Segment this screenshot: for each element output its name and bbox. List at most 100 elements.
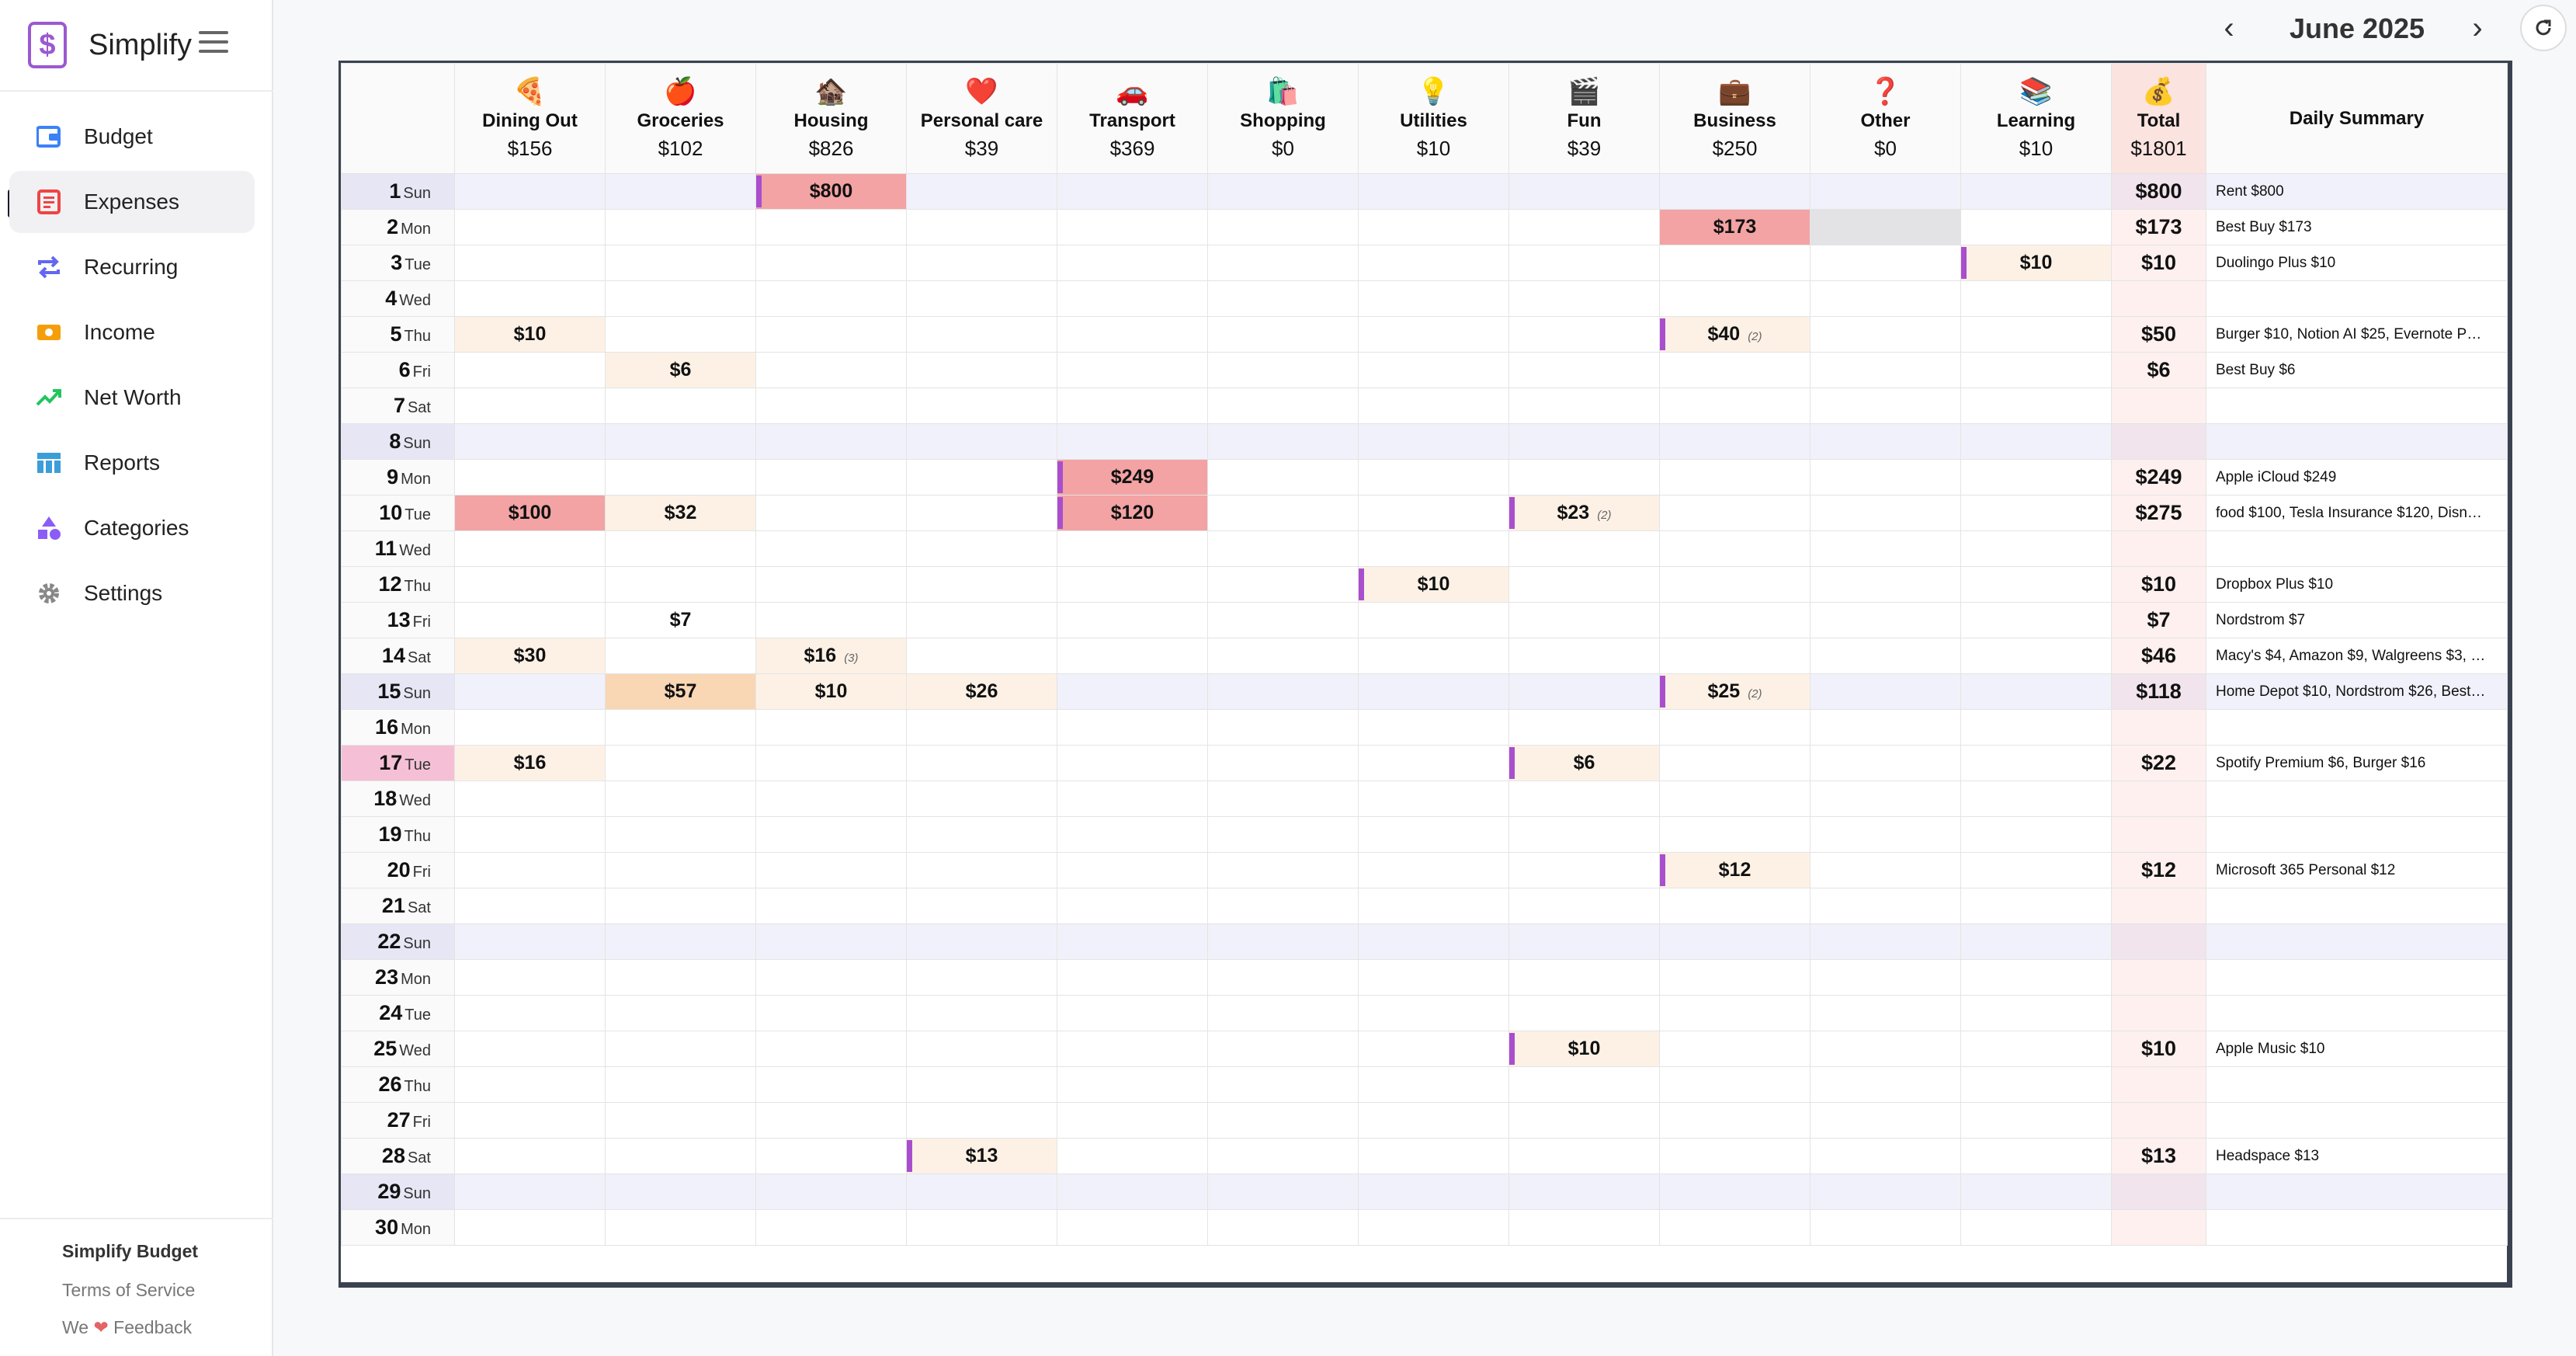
expense-cell[interactable]	[1358, 852, 1509, 888]
expense-cell[interactable]	[1207, 816, 1359, 853]
expense-cell[interactable]	[605, 1066, 756, 1103]
expense-cell[interactable]	[1057, 209, 1208, 245]
expense-cell[interactable]	[1207, 530, 1359, 567]
expense-cell[interactable]	[1810, 423, 1961, 460]
expense-cell[interactable]	[1810, 1102, 1961, 1139]
expense-cell[interactable]	[1810, 245, 1961, 281]
expense-cell[interactable]	[755, 530, 907, 567]
expense-cell[interactable]	[1810, 745, 1961, 781]
expense-cell[interactable]	[1659, 888, 1810, 924]
expense-cell[interactable]	[1057, 638, 1208, 674]
expense-cell[interactable]	[1358, 638, 1509, 674]
expense-cell[interactable]	[454, 673, 606, 710]
expense-cell[interactable]	[1057, 316, 1208, 353]
expense-cell[interactable]	[1057, 280, 1208, 317]
column-header-fun[interactable]: 🎬 Fun $39	[1508, 63, 1660, 174]
expense-cell[interactable]	[1659, 1066, 1810, 1103]
expense-cell[interactable]	[1508, 709, 1660, 746]
expense-cell[interactable]	[755, 1031, 907, 1067]
nav-item-income[interactable]: Income	[9, 301, 255, 363]
expense-cell[interactable]	[454, 923, 606, 960]
expense-cell[interactable]	[1057, 352, 1208, 388]
expense-cell[interactable]	[1057, 781, 1208, 817]
expense-cell[interactable]	[1358, 959, 1509, 996]
expense-cell[interactable]	[605, 816, 756, 853]
expense-cell[interactable]	[755, 602, 907, 638]
expense-cell[interactable]	[1207, 888, 1359, 924]
nav-item-settings[interactable]: Settings	[9, 562, 255, 624]
expense-cell[interactable]	[906, 530, 1057, 567]
expense-cell[interactable]	[605, 316, 756, 353]
expense-cell[interactable]	[755, 1102, 907, 1139]
expense-cell[interactable]: $10	[1960, 245, 2112, 281]
expense-cell[interactable]	[906, 459, 1057, 495]
expense-cell[interactable]	[454, 1066, 606, 1103]
expense-cell[interactable]	[1358, 352, 1509, 388]
nav-item-reports[interactable]: Reports	[9, 432, 255, 494]
expense-cell[interactable]	[1508, 923, 1660, 960]
expense-cell[interactable]	[1659, 1031, 1810, 1067]
expense-cell[interactable]	[1358, 388, 1509, 424]
expense-cell[interactable]	[1960, 459, 2112, 495]
expense-cell[interactable]: $23 (2)	[1508, 495, 1660, 531]
expense-cell[interactable]	[454, 209, 606, 245]
expense-cell[interactable]: $120	[1057, 495, 1208, 531]
expense-cell[interactable]	[605, 923, 756, 960]
expense-cell[interactable]	[1960, 995, 2112, 1031]
expense-cell[interactable]	[1810, 352, 1961, 388]
column-header-dining-out[interactable]: 🍕 Dining Out $156	[454, 63, 606, 174]
expense-cell[interactable]	[1810, 1138, 1961, 1174]
expense-cell[interactable]	[1659, 245, 1810, 281]
expense-cell[interactable]	[1810, 495, 1961, 531]
expense-cell[interactable]: $12	[1659, 852, 1810, 888]
expense-cell[interactable]	[1810, 852, 1961, 888]
expense-cell[interactable]	[1659, 566, 1810, 603]
expense-cell[interactable]	[605, 888, 756, 924]
expense-cell[interactable]	[605, 1031, 756, 1067]
expense-cell[interactable]	[755, 816, 907, 853]
expense-cell[interactable]	[1358, 530, 1509, 567]
expense-cell[interactable]	[1508, 245, 1660, 281]
expense-cell[interactable]	[1358, 209, 1509, 245]
expense-cell[interactable]	[1207, 852, 1359, 888]
expense-cell[interactable]	[605, 423, 756, 460]
expense-cell[interactable]	[1960, 852, 2112, 888]
expense-cell[interactable]	[1508, 638, 1660, 674]
expense-cell[interactable]	[906, 352, 1057, 388]
expense-cell[interactable]	[1057, 245, 1208, 281]
expense-cell[interactable]	[755, 1066, 907, 1103]
expense-cell[interactable]	[1960, 816, 2112, 853]
expense-cell[interactable]	[906, 888, 1057, 924]
expense-cell[interactable]: $30	[454, 638, 606, 674]
expense-cell[interactable]	[454, 388, 606, 424]
expense-cell[interactable]: $32	[605, 495, 756, 531]
expense-cell[interactable]	[906, 816, 1057, 853]
expense-cell[interactable]	[605, 566, 756, 603]
expense-cell[interactable]	[1358, 816, 1509, 853]
next-month-button[interactable]: ›	[2472, 11, 2483, 45]
expense-cell[interactable]	[906, 781, 1057, 817]
expense-cell[interactable]	[1960, 709, 2112, 746]
expense-cell[interactable]	[1207, 959, 1359, 996]
expense-cell[interactable]	[605, 245, 756, 281]
expense-cell[interactable]	[454, 352, 606, 388]
expense-cell[interactable]: $57	[605, 673, 756, 710]
expense-cell[interactable]	[1057, 1102, 1208, 1139]
expense-cell[interactable]	[1659, 1102, 1810, 1139]
expense-cell[interactable]	[605, 709, 756, 746]
expense-cell[interactable]	[1960, 745, 2112, 781]
expense-cell[interactable]	[1057, 1173, 1208, 1210]
expense-cell[interactable]	[906, 709, 1057, 746]
expense-cell[interactable]	[1659, 388, 1810, 424]
expense-cell[interactable]	[1057, 566, 1208, 603]
expense-cell[interactable]	[1057, 423, 1208, 460]
expense-cell[interactable]	[1207, 423, 1359, 460]
expense-cell[interactable]	[1057, 530, 1208, 567]
expense-cell[interactable]	[755, 995, 907, 1031]
expense-cell[interactable]	[906, 388, 1057, 424]
expense-cell[interactable]	[454, 888, 606, 924]
expense-cell[interactable]	[454, 959, 606, 996]
expense-cell[interactable]	[1358, 316, 1509, 353]
expense-cell[interactable]	[1960, 495, 2112, 531]
expense-cell[interactable]	[605, 1138, 756, 1174]
